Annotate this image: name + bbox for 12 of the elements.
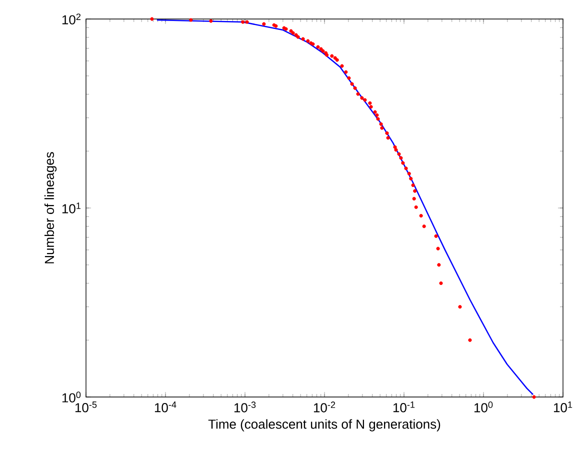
x-tick-label: 10$^{-2}$ [314, 402, 336, 412]
x-axis-title: Time (coalescent units of N generations) [208, 419, 440, 432]
x-tick-label: 10$^{0}$ [474, 402, 493, 412]
x-tick-label: 10$^{-1}$ [393, 402, 415, 412]
y-tick-label: 10$^{1}$ [62, 202, 81, 214]
x-tick-label: 10$^{-4}$ [154, 402, 176, 412]
y-tick-label: 10$^{2}$ [62, 14, 80, 24]
y-tick-label: 10$^{0}$ [62, 392, 81, 402]
x-tick-label: 10$^{-3}$ [234, 402, 256, 412]
x-tick-label: 10$^{-5}$ [75, 402, 97, 412]
x-tick-label: 10$^{1}$ [554, 402, 572, 412]
y-axis-title: Number of lineages [44, 152, 57, 264]
